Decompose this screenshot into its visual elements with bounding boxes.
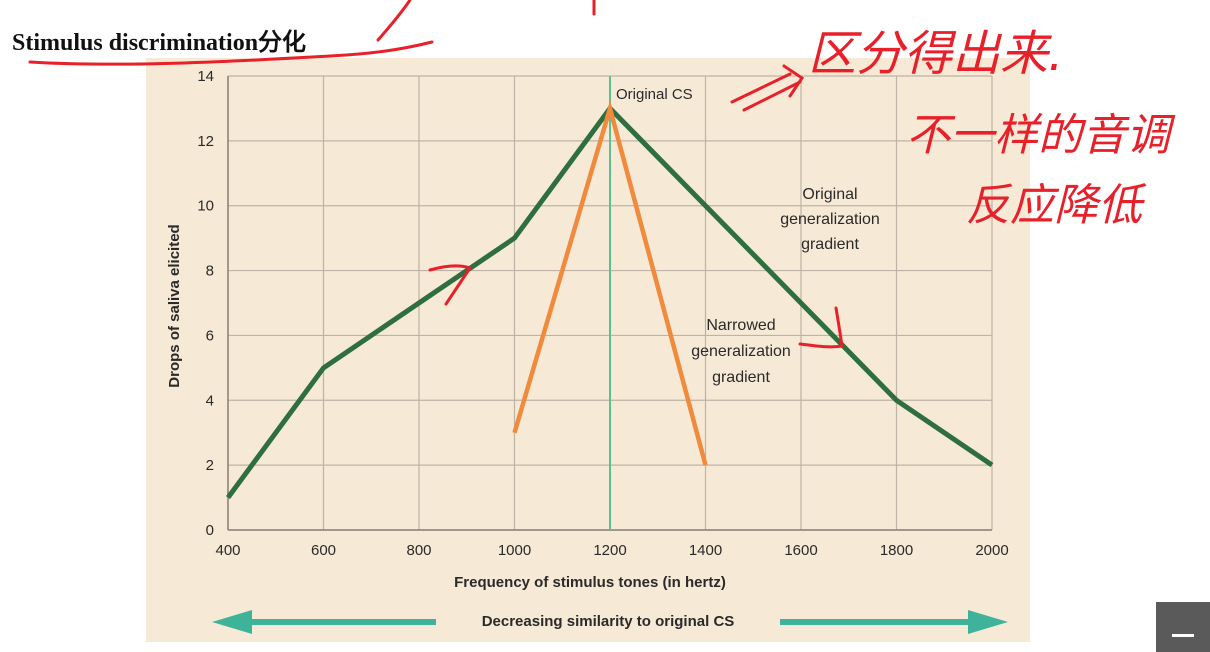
x-tick-label: 2000 [975,542,1008,559]
minimize-button[interactable] [1156,602,1210,652]
narrowed-gradient-annotation: Narrowed generalization gradient [691,317,791,386]
similarity-arrow: Decreasing similarity to original CS [212,610,1008,634]
chart-ticks: 400 600 800 1000 1200 1400 1600 1800 2000 0 2 4 6 8 10… [197,68,1008,559]
original-gradient-annotation-line: Original [802,186,857,203]
y-tick-label: 4 [206,392,214,409]
original-gradient-annotation-line: gradient [801,236,859,253]
chart-series [225,100,994,500]
left-arrowhead [212,610,252,634]
x-tick-label: 800 [406,542,431,559]
similarity-label: Decreasing similarity to original CS [482,613,735,630]
original-gradient-annotation: Original generalization gradient [780,186,880,253]
x-tick-label: 1400 [689,542,722,559]
x-tick-label: 400 [215,542,240,559]
original-cs-label: Original CS [616,86,693,103]
y-tick-label: 8 [206,263,214,280]
left-arrow-shaft [246,619,436,625]
x-tick-label: 1200 [593,542,626,559]
y-tick-label: 12 [197,133,214,150]
x-axis-label: Frequency of stimulus tones (in hertz) [454,574,726,591]
minus-icon [1172,634,1194,637]
y-axis-label: Drops of saliva elicited [166,224,183,387]
narrowed-gradient-annotation-line: Narrowed [706,317,775,334]
y-tick-label: 6 [206,327,214,344]
slide-title: Stimulus discrimination分化 [12,30,307,56]
narrowed-gradient-annotation-line: gradient [712,369,770,386]
y-tick-label: 10 [197,198,214,215]
chart-panel: Original CS 400 600 800 1000 1200 1400 1600 180… [146,58,1030,642]
y-tick-label: 14 [197,68,214,85]
top-scribble [376,0,412,42]
generalization-chart: Original CS 400 600 800 1000 1200 1400 1600 180… [166,68,1009,634]
y-tick-label: 0 [206,522,214,539]
original-gradient-annotation-line: generalization [780,211,880,228]
narrowed-gradient-line [512,100,708,466]
cs-reference: Original CS [609,76,693,530]
x-tick-label: 1600 [784,542,817,559]
x-tick-label: 1000 [498,542,531,559]
narrowed-gradient-annotation-line: generalization [691,343,791,360]
right-arrow-shaft [780,619,970,625]
y-tick-label: 2 [206,457,214,474]
x-tick-label: 600 [311,542,336,559]
x-tick-label: 1800 [880,542,913,559]
right-arrowhead [968,610,1008,634]
